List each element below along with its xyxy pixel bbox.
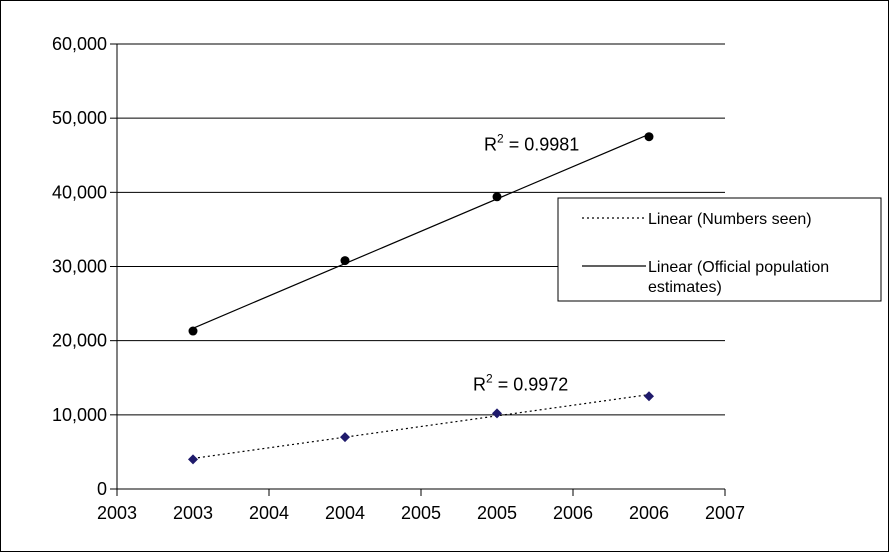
x-tick-label: 2007 <box>705 503 745 523</box>
r2-value: = 0.9972 <box>493 374 569 394</box>
axes: 0 10,000 20,000 30,000 40,000 50,000 60,000 200… <box>52 34 745 523</box>
data-point-circle <box>644 132 654 142</box>
x-tick-label: 2005 <box>477 503 517 523</box>
data-point-circle <box>340 256 350 266</box>
y-tick-label: 10,000 <box>52 405 107 425</box>
x-tick-label: 2003 <box>173 503 213 523</box>
legend-label-1: Linear (Official population <box>648 259 829 276</box>
data-point-circle <box>492 192 502 202</box>
r2-label: R2 = 0.9981 <box>484 132 579 155</box>
data-point-diamond <box>340 432 350 443</box>
data-point-diamond <box>188 454 198 465</box>
x-tick-label: 2004 <box>325 503 365 523</box>
legend-box <box>557 197 882 302</box>
y-tick-label: 0 <box>97 479 107 499</box>
y-tick-label: 30,000 <box>52 257 107 277</box>
y-tick-label: 20,000 <box>52 331 107 351</box>
legend: Linear (Numbers seen) Linear (Official po… <box>557 197 882 302</box>
data-point-diamond <box>492 408 502 419</box>
trendlines <box>192 133 650 460</box>
r2-superscript: 2 <box>497 132 504 146</box>
trendline-series-0 <box>192 133 650 329</box>
x-tick-label: 2005 <box>401 503 441 523</box>
y-tick-label: 60,000 <box>52 34 107 54</box>
r2-symbol: R <box>473 374 486 394</box>
data-markers <box>188 132 654 465</box>
data-point-circle <box>188 326 198 336</box>
x-tick-label: 2004 <box>249 503 289 523</box>
y-tick-label: 40,000 <box>52 182 107 202</box>
legend-label-1: estimates) <box>648 279 722 296</box>
r2-label: R2 = 0.9972 <box>473 371 568 394</box>
x-tick-label: 2003 <box>97 503 137 523</box>
data-point-diamond <box>644 391 654 402</box>
legend-label-0: Linear (Numbers seen) <box>648 211 812 228</box>
trendline-series-1 <box>192 393 650 460</box>
y-tick-label: 50,000 <box>52 108 107 128</box>
r2-value: = 0.9981 <box>504 135 580 155</box>
r2-symbol: R <box>484 135 497 155</box>
x-tick-label: 2006 <box>553 503 593 523</box>
r2-superscript: 2 <box>486 371 493 385</box>
gridlines <box>117 43 725 416</box>
x-tick-label: 2006 <box>629 503 669 523</box>
